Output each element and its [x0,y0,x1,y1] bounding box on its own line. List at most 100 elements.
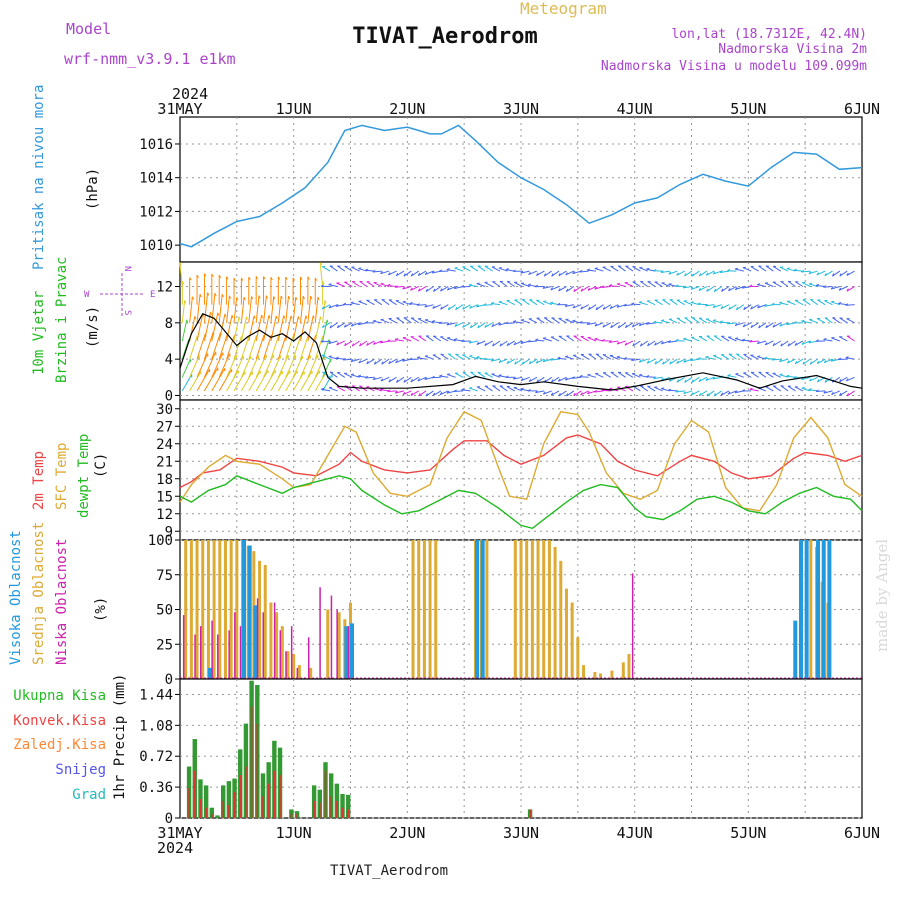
wind-arrowhead [446,287,450,291]
wind-arrowhead [845,303,849,306]
y-tick-label: 100 [148,533,173,549]
wind-arrowhead [675,338,679,342]
low-cloud-bar [330,595,333,679]
wind-arrow [528,376,538,383]
mid-cloud-bar [422,540,426,679]
wind-arrowhead [779,323,783,327]
wind-arrow [684,376,693,383]
wind-arrow [520,376,530,382]
total-precip-bar [260,773,266,818]
wind-arrow [477,371,486,378]
wind-arrow [691,317,700,324]
wind-arrowhead [712,271,716,275]
wind-arrow [328,356,338,360]
wind-arrow [609,355,619,360]
wind-arrow [572,376,582,379]
wind-arrow [816,390,826,392]
panel-frame [179,678,863,819]
wind-arrowhead [816,379,820,383]
mid-cloud-bar [621,662,625,679]
low-cloud-bar [217,634,219,679]
wind-arrowhead [624,324,628,328]
wind-arrowhead [639,343,643,347]
y-tick-label: 24 [156,437,173,453]
wind-arrow [580,286,589,292]
wind-arrow [506,358,515,365]
wind-arrowhead [224,313,227,317]
wind-arrowhead [698,392,702,396]
wind-arrow [683,358,693,363]
wind-arrowhead [683,337,687,340]
wind-arrow [410,376,419,383]
wind-arrowhead [609,340,612,343]
wind-arrow [831,301,840,306]
dewpt-line [179,475,863,530]
wind-arrowhead [446,322,450,326]
wind-arrow [691,270,700,277]
wind-arrow [395,358,405,364]
wind-arrow [765,372,774,378]
wind-arrow [772,372,781,378]
wind-arrowhead [477,325,480,329]
cloud-title-mid: Srednja Oblacnost [31,522,47,665]
wind-arrowhead [727,268,731,272]
wind-arrow [750,322,759,329]
wind-arrowhead [238,316,241,320]
wind-arrow [573,335,582,342]
wind-arrow [388,376,397,383]
wind-arrowhead [572,376,576,379]
wind-arrow [668,340,678,343]
wind-arrowhead [697,302,701,305]
wind-arrowhead [476,282,480,285]
wind-arrowhead [314,277,318,281]
wind-arrowhead [424,318,428,321]
wind-arrow [476,340,486,345]
footer-station: TIVAT_Aerodrom [330,863,448,879]
wind-arrowhead [483,357,487,360]
wind-arrowhead [587,287,591,291]
wind-arrowhead [335,356,339,359]
panel-frame [179,399,863,541]
wind-arrowhead [425,393,428,397]
wind-arrow [492,281,501,287]
wind-arrow [801,387,811,392]
wind-arrowhead [727,374,731,376]
wind-arrow [550,286,560,291]
wind-arrow [366,386,375,392]
bottom-day-label: 2JUN [389,824,425,842]
wind-arrowhead [440,288,443,292]
wind-arrow [668,318,678,324]
wind-arrowhead [684,273,687,277]
wind-arrow [248,355,259,378]
wind-arrow [675,390,685,393]
wind-arrow [712,304,722,308]
wind-arrow [321,340,331,343]
wind-arrow [809,376,818,382]
wind-arrowhead [321,306,325,310]
wind-arrowhead [601,285,605,288]
wind-arrow [617,322,626,329]
wind-arrow [786,300,796,306]
y-tick-label: 0 [165,388,173,404]
wind-arrow [839,270,848,277]
wind-arrow [816,318,826,324]
sfc-temp-line [179,410,863,512]
pressure-panel: 1010 1012 1014 1016 [139,116,863,263]
y-tick-label: 0 [165,811,173,827]
wind-arrow [483,304,493,306]
wind-arrow [498,267,508,272]
wind-arrow [521,299,530,306]
wind-arrowhead [328,305,332,309]
wind-arrowhead [676,379,679,383]
top-day-label: 5JUN [730,100,766,118]
mid-cloud-bar [195,540,199,679]
mid-cloud-bar [519,540,523,679]
wind-arrowhead [535,390,539,394]
wind-arrow [713,390,722,397]
wind-arrow [609,285,619,288]
wind-arrowhead [587,373,591,376]
wind-arrowhead [528,378,532,382]
wind-arrow [395,390,405,394]
wind-arrow [211,367,226,392]
